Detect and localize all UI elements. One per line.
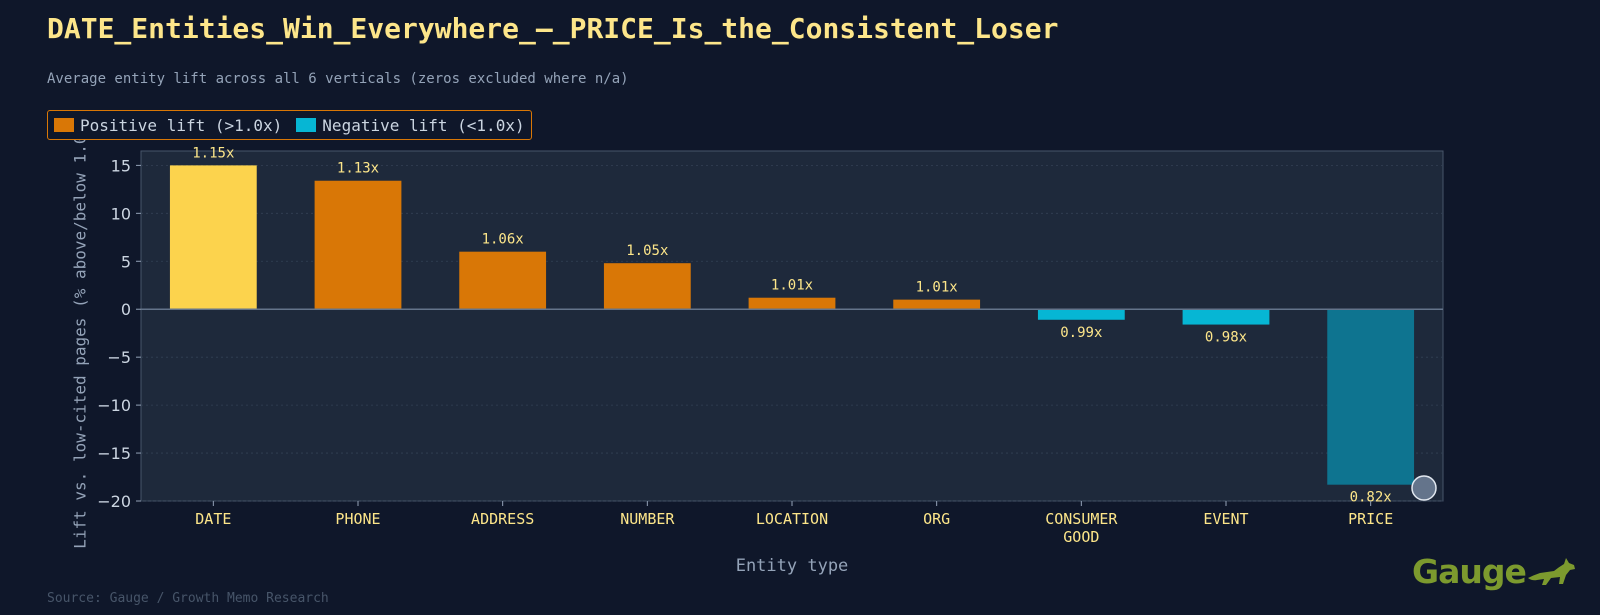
- y-tick-label: 10: [111, 204, 131, 223]
- y-tick-label: −10: [97, 396, 131, 415]
- bar: [603, 263, 691, 310]
- y-tick-label: −15: [97, 444, 131, 463]
- data-label: 1.01x: [916, 280, 958, 296]
- legend-label-positive: Positive lift (>1.0x): [80, 115, 283, 135]
- data-label: 1.13x: [337, 161, 379, 177]
- watermark-badge-icon: [1411, 475, 1437, 501]
- bar: [1327, 309, 1415, 485]
- data-label: 1.01x: [771, 278, 813, 294]
- x-tick-label: CONSUMER GOOD: [1045, 510, 1118, 546]
- source-note: Source: Gauge / Growth Memo Research: [47, 591, 329, 606]
- y-tick-label: 5: [121, 252, 131, 271]
- data-label: 1.05x: [626, 243, 668, 259]
- bar: [1182, 309, 1270, 325]
- bar: [169, 165, 257, 310]
- legend-swatch-negative: [296, 118, 317, 132]
- x-tick-label: LOCATION: [756, 510, 828, 528]
- y-tick-label: −5: [107, 348, 131, 367]
- bar: [1037, 309, 1125, 320]
- y-tick-label: 15: [111, 156, 131, 175]
- chart-title: DATE_Entities_Win_Everywhere_—_PRICE_Is_…: [47, 12, 1059, 45]
- bar: [314, 180, 402, 310]
- legend-item-positive: Positive lift (>1.0x): [54, 116, 282, 135]
- chart-legend: Positive lift (>1.0x) Negative lift (<1.…: [47, 110, 532, 140]
- chart-subtitle: Average entity lift across all 6 vertica…: [47, 71, 629, 87]
- legend-label-negative: Negative lift (<1.0x): [322, 115, 525, 135]
- brand-wordmark: Gauge: [1412, 552, 1527, 591]
- x-tick-label: EVENT: [1203, 510, 1248, 528]
- x-tick-label: PRICE: [1348, 510, 1393, 528]
- brand-logo: Gauge: [1412, 552, 1578, 591]
- x-axis-label: Entity type: [736, 556, 849, 576]
- data-label: 0.99x: [1060, 325, 1102, 341]
- data-label: 1.15x: [192, 145, 234, 161]
- x-tick-label: ORG: [923, 510, 950, 528]
- x-tick-label: DATE: [195, 510, 231, 528]
- dog-logo-icon: [1527, 557, 1575, 585]
- bar: [459, 251, 547, 310]
- legend-item-negative: Negative lift (<1.0x): [296, 115, 525, 135]
- data-label: 0.82x: [1350, 490, 1392, 506]
- data-label: 0.98x: [1205, 330, 1247, 346]
- y-tick-label: 0: [121, 300, 131, 319]
- bar: [748, 297, 836, 310]
- data-label: 1.06x: [482, 232, 524, 248]
- x-tick-label: NUMBER: [620, 510, 675, 528]
- y-tick-label: −20: [97, 492, 131, 511]
- bar: [893, 299, 981, 310]
- legend-swatch-positive: [54, 118, 74, 132]
- x-tick-label: ADDRESS: [471, 510, 534, 528]
- x-tick-label: PHONE: [335, 510, 380, 528]
